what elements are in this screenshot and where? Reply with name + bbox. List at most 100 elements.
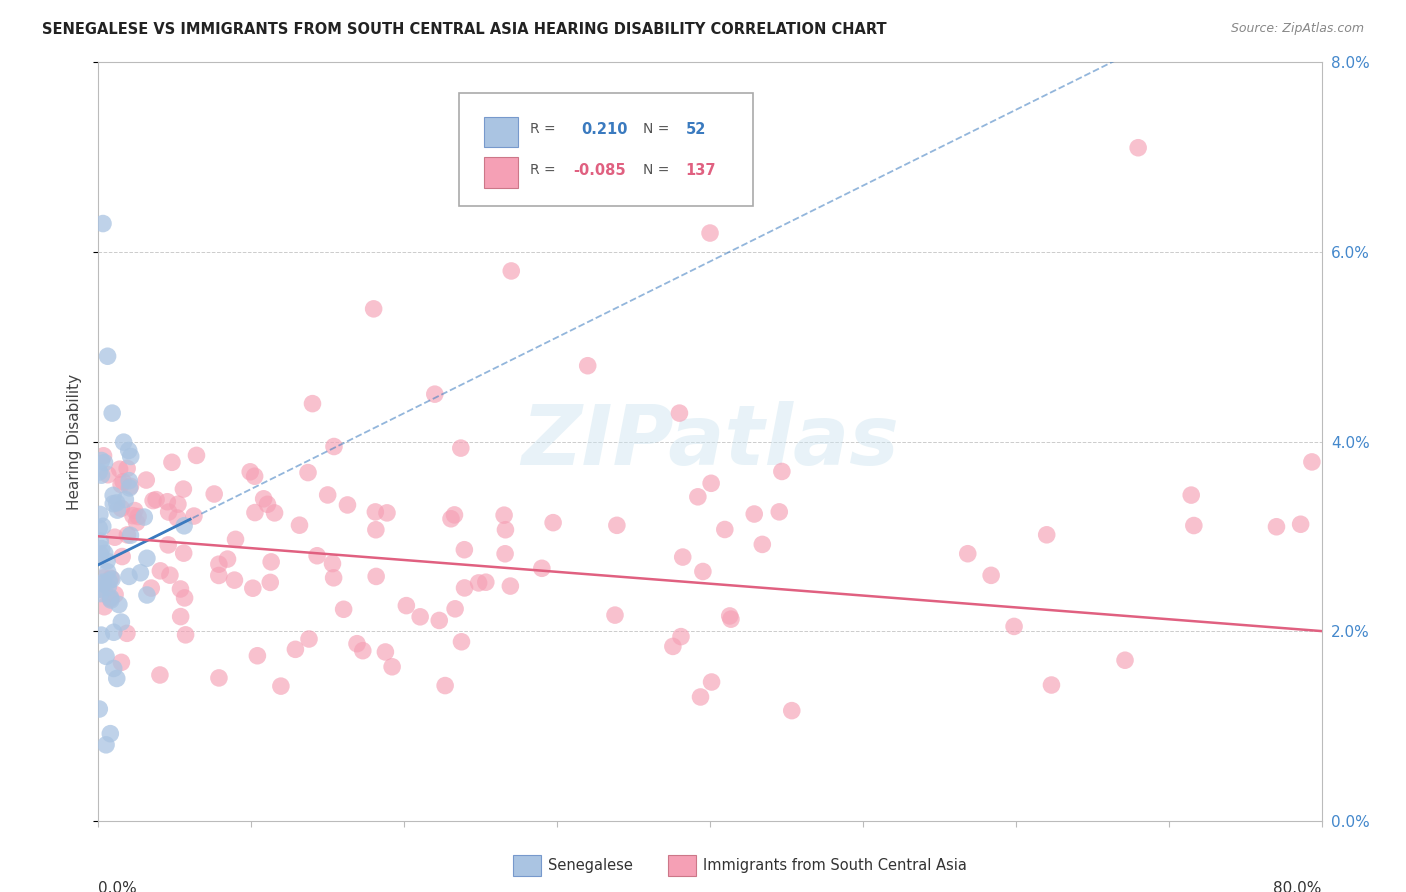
Text: ZIPatlas: ZIPatlas: [522, 401, 898, 482]
Point: [115, 626, 138, 640]
Point: [120, 528, 142, 542]
Point: [90, 628, 112, 642]
Point: [115, 461, 138, 475]
Point: [208, 671, 231, 685]
Point: [89, 533, 111, 548]
Point: [173, 518, 195, 533]
Point: [105, 496, 128, 510]
Point: [298, 632, 321, 646]
Point: [96, 554, 118, 568]
Point: [173, 546, 195, 560]
Point: [169, 582, 191, 596]
Point: [183, 509, 205, 524]
Point: [1002, 619, 1025, 633]
Text: N =: N =: [643, 163, 669, 178]
Point: [134, 510, 156, 524]
Point: [103, 625, 125, 640]
Point: [98, 726, 121, 740]
Point: [243, 506, 266, 520]
Point: [494, 508, 516, 523]
Point: [90, 541, 112, 556]
Point: [301, 396, 323, 410]
Point: [699, 226, 721, 240]
Point: [108, 462, 131, 476]
Point: [1114, 653, 1136, 667]
Point: [576, 359, 599, 373]
Point: [118, 481, 141, 495]
Point: [662, 640, 685, 654]
Point: [243, 469, 266, 483]
Point: [692, 565, 714, 579]
Point: [145, 492, 167, 507]
Point: [321, 557, 343, 571]
Point: [89, 586, 111, 600]
Point: [381, 660, 404, 674]
Point: [450, 634, 472, 648]
Point: [1035, 528, 1057, 542]
Point: [100, 591, 122, 606]
Point: [224, 573, 246, 587]
Text: 137: 137: [686, 162, 716, 178]
Point: [700, 476, 723, 491]
Point: [260, 555, 283, 569]
Point: [167, 497, 190, 511]
Point: [93, 571, 115, 585]
Point: [93, 456, 115, 470]
Point: [120, 479, 142, 493]
Point: [288, 518, 311, 533]
Point: [606, 518, 628, 533]
Point: [718, 609, 741, 624]
Point: [427, 614, 450, 628]
Point: [242, 581, 264, 595]
Point: [136, 588, 159, 602]
Point: [125, 516, 148, 530]
Point: [166, 511, 188, 525]
Point: [689, 690, 711, 704]
Point: [307, 549, 329, 563]
Point: [208, 568, 231, 582]
Point: [225, 533, 247, 547]
Point: [956, 547, 979, 561]
Point: [135, 551, 157, 566]
Point: [440, 512, 463, 526]
Text: Source: ZipAtlas.com: Source: ZipAtlas.com: [1230, 22, 1364, 36]
Point: [127, 509, 149, 524]
Point: [669, 630, 692, 644]
Point: [173, 591, 195, 605]
Point: [332, 602, 354, 616]
Point: [672, 550, 695, 565]
Point: [110, 477, 132, 491]
Point: [363, 301, 385, 316]
Point: [157, 538, 180, 552]
Bar: [484, 117, 517, 147]
Point: [453, 542, 475, 557]
Point: [117, 528, 139, 542]
Point: [246, 648, 269, 663]
Point: [322, 571, 344, 585]
Point: [172, 482, 194, 496]
Point: [89, 508, 111, 522]
Text: 80.0%: 80.0%: [1274, 881, 1322, 892]
Point: [375, 506, 398, 520]
Point: [89, 547, 111, 561]
Point: [94, 738, 117, 752]
Point: [149, 564, 172, 578]
Point: [316, 488, 339, 502]
Point: [104, 530, 127, 544]
Point: [253, 491, 276, 506]
Point: [104, 587, 127, 601]
Point: [103, 497, 125, 511]
Point: [423, 387, 446, 401]
Point: [336, 498, 359, 512]
Point: [668, 406, 690, 420]
Point: [129, 566, 152, 580]
Text: N =: N =: [643, 122, 669, 136]
Point: [1265, 520, 1288, 534]
Point: [686, 490, 709, 504]
Point: [120, 450, 142, 464]
Point: [323, 440, 346, 454]
Point: [751, 537, 773, 551]
Point: [97, 565, 120, 579]
Point: [259, 575, 281, 590]
Point: [1128, 141, 1150, 155]
